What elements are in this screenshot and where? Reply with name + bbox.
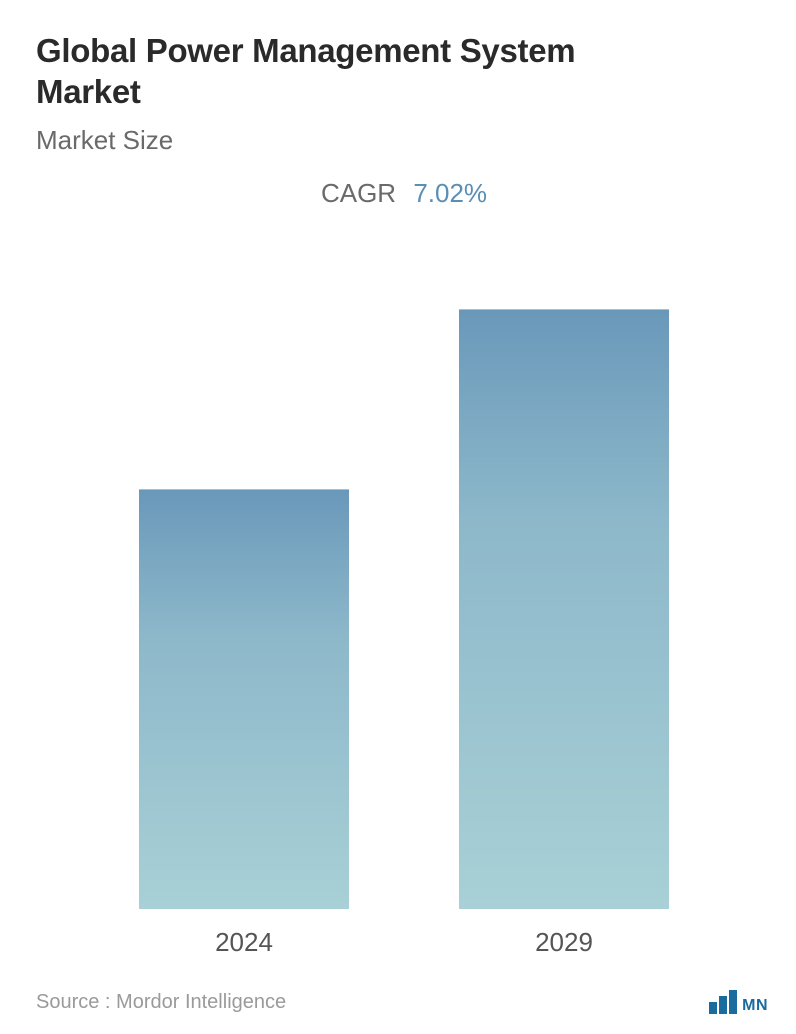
bar-group-1: 2029 bbox=[459, 309, 669, 958]
logo-text: MN bbox=[742, 998, 768, 1014]
logo-bar-0 bbox=[709, 1002, 717, 1014]
logo-bars-icon bbox=[709, 990, 737, 1014]
cagr-label: CAGR bbox=[321, 178, 396, 208]
chart-title: Global Power Management System Market bbox=[36, 30, 656, 113]
bar-1 bbox=[459, 309, 669, 909]
chart-subtitle: Market Size bbox=[36, 125, 772, 156]
chart-container: Global Power Management System Market Ma… bbox=[0, 0, 796, 1034]
bar-group-0: 2024 bbox=[139, 489, 349, 958]
bar-0 bbox=[139, 489, 349, 909]
logo-bar-2 bbox=[729, 990, 737, 1014]
cagr-value: 7.02% bbox=[413, 178, 487, 208]
brand-logo: MN bbox=[709, 990, 768, 1014]
cagr-row: CAGR 7.02% bbox=[36, 178, 772, 209]
year-label-0: 2024 bbox=[215, 927, 273, 958]
source-text: Source : Mordor Intelligence bbox=[36, 991, 286, 1014]
footer: Source : Mordor Intelligence MN bbox=[36, 990, 772, 1014]
logo-bar-1 bbox=[719, 996, 727, 1014]
year-label-1: 2029 bbox=[535, 927, 593, 958]
bar-chart: 2024 2029 bbox=[36, 237, 772, 959]
